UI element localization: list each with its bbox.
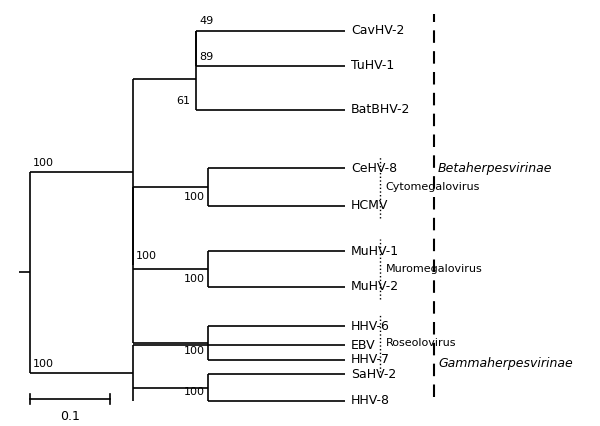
Text: Betaherpesvirinae: Betaherpesvirinae <box>438 161 553 175</box>
Text: 49: 49 <box>199 16 214 26</box>
Text: CavHV-2: CavHV-2 <box>351 24 404 37</box>
Text: Cytomegalovirus: Cytomegalovirus <box>385 182 480 192</box>
Text: MuHV-2: MuHV-2 <box>351 280 399 294</box>
Text: Roseolovirus: Roseolovirus <box>385 338 456 348</box>
Text: HHV-6: HHV-6 <box>351 320 390 333</box>
Text: 0.1: 0.1 <box>60 410 80 423</box>
Text: MuHV-1: MuHV-1 <box>351 245 399 258</box>
Text: 100: 100 <box>33 158 54 168</box>
Text: 100: 100 <box>184 192 205 202</box>
Text: TuHV-1: TuHV-1 <box>351 60 394 72</box>
Text: HHV-7: HHV-7 <box>351 353 390 366</box>
Text: BatBHV-2: BatBHV-2 <box>351 103 410 116</box>
Text: Muromegalovirus: Muromegalovirus <box>385 264 482 274</box>
Text: 100: 100 <box>33 359 54 369</box>
Text: EBV: EBV <box>351 339 376 352</box>
Text: 100: 100 <box>136 251 157 261</box>
Text: 61: 61 <box>176 96 191 106</box>
Text: HCMV: HCMV <box>351 199 388 212</box>
Text: SaHV-2: SaHV-2 <box>351 368 396 381</box>
Text: CeHV-8: CeHV-8 <box>351 161 397 175</box>
Text: 89: 89 <box>199 52 214 62</box>
Text: 100: 100 <box>184 346 205 357</box>
Text: HHV-8: HHV-8 <box>351 394 390 407</box>
Text: 100: 100 <box>184 273 205 284</box>
Text: Gammaherpesvirinae: Gammaherpesvirinae <box>438 357 573 371</box>
Text: 100: 100 <box>184 387 205 397</box>
